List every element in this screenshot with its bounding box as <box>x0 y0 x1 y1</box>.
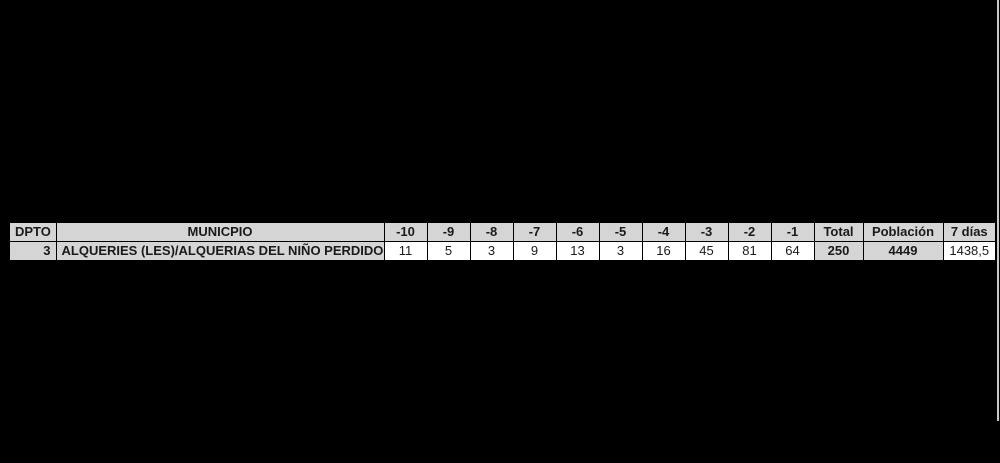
col-header-poblacion: Población <box>862 221 944 242</box>
cell-7dias: 1438,5 <box>942 241 997 262</box>
municipality-data-table: DPTO MUNICPIO -10 -9 -8 -7 -6 -5 -4 -3 -… <box>8 221 997 262</box>
col-header-day-minus7: -7 <box>512 221 557 242</box>
cell-day-minus9: 5 <box>426 241 471 262</box>
cell-dpto: 3 <box>8 241 57 262</box>
col-header-dpto: DPTO <box>8 221 57 242</box>
cell-day-minus7: 9 <box>512 241 557 262</box>
right-edge-line <box>997 0 999 421</box>
col-header-day-minus1: -1 <box>770 221 815 242</box>
col-header-day-minus6: -6 <box>555 221 600 242</box>
col-header-day-minus2: -2 <box>727 221 772 242</box>
col-header-municipio: MUNICPIO <box>55 221 385 242</box>
cell-municipio: ALQUERIES (LES)/ALQUERIAS DEL NIÑO PERDI… <box>55 241 385 262</box>
cell-day-minus8: 3 <box>469 241 514 262</box>
cell-day-minus2: 81 <box>727 241 772 262</box>
col-header-7dias: 7 días <box>942 221 997 242</box>
col-header-day-minus10: -10 <box>383 221 428 242</box>
cell-day-minus1: 64 <box>770 241 815 262</box>
col-header-day-minus3: -3 <box>684 221 729 242</box>
col-header-day-minus4: -4 <box>641 221 686 242</box>
cell-day-minus6: 13 <box>555 241 600 262</box>
cell-day-minus5: 3 <box>598 241 643 262</box>
col-header-total: Total <box>813 221 864 242</box>
col-header-day-minus9: -9 <box>426 221 471 242</box>
cell-total: 250 <box>813 241 864 262</box>
col-header-day-minus8: -8 <box>469 221 514 242</box>
header-row: DPTO MUNICPIO -10 -9 -8 -7 -6 -5 -4 -3 -… <box>8 221 997 242</box>
cell-day-minus4: 16 <box>641 241 686 262</box>
col-header-day-minus5: -5 <box>598 221 643 242</box>
cell-day-minus3: 45 <box>684 241 729 262</box>
table-row: 3 ALQUERIES (LES)/ALQUERIAS DEL NIÑO PER… <box>8 241 997 262</box>
cell-poblacion: 4449 <box>862 241 944 262</box>
cell-day-minus10: 11 <box>383 241 428 262</box>
